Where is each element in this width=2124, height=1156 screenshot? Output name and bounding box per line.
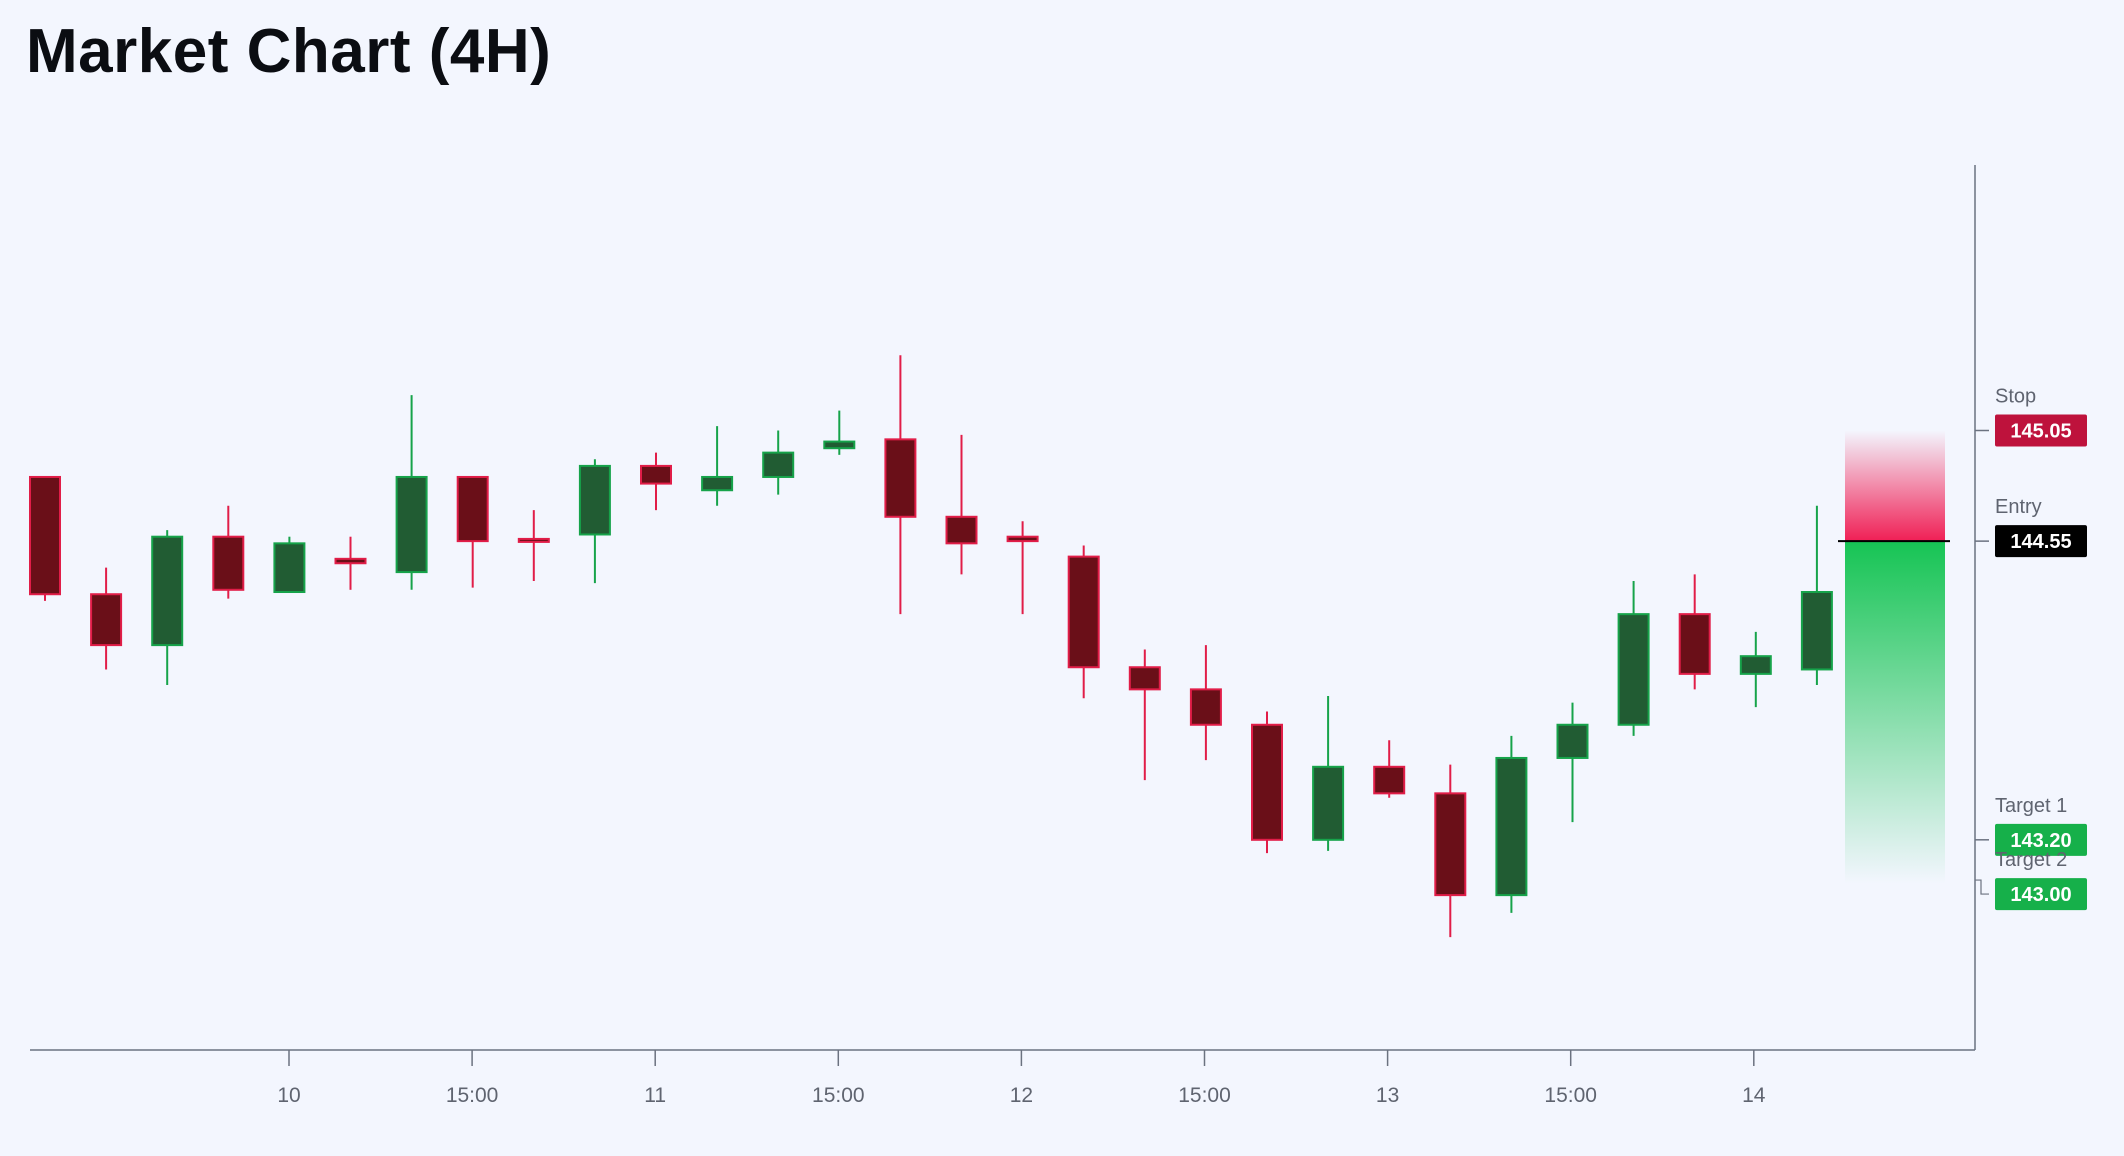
candle-body — [212, 535, 245, 591]
candle-body — [1678, 613, 1711, 675]
candle — [1067, 545, 1100, 699]
candle — [1617, 580, 1650, 736]
candle — [90, 567, 123, 670]
candle — [395, 395, 428, 590]
candle — [212, 505, 245, 599]
candle-body — [29, 475, 61, 596]
candle — [1128, 649, 1161, 781]
x-tick-label: 10 — [277, 1084, 300, 1107]
candle — [1495, 735, 1528, 913]
axes: 10 15:00 11 15:00 12 15:00 13 15:00 14 — [30, 165, 1976, 1107]
page-title: Market Chart (4H) — [26, 17, 552, 86]
candle-body — [1006, 535, 1039, 543]
candle — [1739, 631, 1772, 708]
x-tick-label: 15:00 — [1544, 1084, 1597, 1107]
candle-body — [395, 475, 428, 574]
candles — [29, 355, 1833, 938]
candle-body — [1556, 723, 1589, 759]
level-name: Target 1 — [1995, 795, 2067, 817]
level-value: 143.20 — [2010, 830, 2071, 852]
candle — [1251, 711, 1283, 854]
candle-body — [701, 475, 734, 492]
candle — [29, 475, 61, 601]
candle-body — [823, 440, 856, 450]
candle-body — [1189, 688, 1222, 726]
candle-body — [334, 557, 367, 565]
level-stop: 145.05 Stop — [1975, 386, 2087, 447]
candle-body — [1251, 723, 1283, 841]
candle-body — [273, 542, 306, 594]
candle — [1312, 696, 1345, 851]
candle-body — [151, 535, 184, 647]
candle-body — [945, 515, 978, 545]
candle-body — [1128, 666, 1161, 691]
candle — [884, 355, 917, 615]
candle-body — [1800, 591, 1833, 671]
level-badge — [1995, 878, 2087, 911]
level-leader — [1975, 879, 1989, 895]
x-tick-label: 13 — [1376, 1084, 1399, 1107]
x-tick-label: 11 — [644, 1084, 666, 1107]
level-value: 145.05 — [2010, 421, 2071, 443]
candle — [1678, 574, 1711, 690]
candle-body — [517, 537, 550, 543]
candle — [640, 452, 672, 511]
candle-body — [1312, 765, 1345, 841]
level-value: 144.55 — [2010, 531, 2071, 553]
candle — [1189, 645, 1222, 761]
candle — [762, 430, 795, 495]
candle — [456, 475, 489, 588]
candle — [1434, 764, 1467, 938]
candle — [334, 536, 367, 590]
candle — [517, 510, 550, 581]
level-badge — [1995, 823, 2087, 856]
candle — [273, 536, 306, 594]
level-badge — [1995, 414, 2087, 447]
candle — [1800, 505, 1833, 685]
risk-reward-zones — [1845, 430, 1945, 885]
candle-body — [90, 593, 123, 647]
candle-body — [1373, 765, 1406, 795]
candle — [151, 530, 184, 685]
x-tick-label: 15:00 — [446, 1084, 499, 1107]
candle-body — [1617, 613, 1650, 726]
level-name: Stop — [1995, 386, 2036, 408]
candle-body — [640, 464, 672, 485]
candle — [1556, 702, 1589, 823]
candle — [823, 410, 856, 455]
x-tick-label: 15:00 — [1178, 1084, 1231, 1107]
x-tick-label: 12 — [1010, 1084, 1033, 1107]
level-target-2: 143.00 Target 2 — [1975, 849, 2087, 911]
candle-body — [1495, 756, 1528, 897]
candle — [945, 434, 978, 575]
level-target-1: 143.20 Target 1 — [1975, 795, 2087, 856]
candle — [1373, 740, 1406, 798]
candle-body — [578, 464, 611, 536]
level-badge — [1995, 525, 2087, 558]
candle-body — [762, 451, 795, 478]
candle-body — [1067, 555, 1100, 669]
candle-body — [884, 438, 917, 518]
candle-body — [1434, 792, 1467, 897]
x-tick-label: 14 — [1742, 1084, 1766, 1107]
level-entry: 144.55 Entry — [1838, 496, 2087, 558]
level-name: Target 2 — [1995, 849, 2067, 871]
candle-body — [456, 475, 489, 543]
risk-zone — [1845, 430, 1945, 542]
candle-body — [1739, 655, 1772, 675]
x-tick-label: 15:00 — [812, 1084, 865, 1107]
reward-zone — [1845, 541, 1945, 885]
level-value: 143.00 — [2010, 884, 2071, 906]
candle — [701, 426, 734, 506]
price-levels: 145.05 Stop 144.55 Entry 143.20 Target 1 143.0… — [1838, 386, 2087, 911]
candle — [1006, 521, 1039, 615]
candle — [578, 459, 611, 584]
level-name: Entry — [1995, 496, 2042, 518]
